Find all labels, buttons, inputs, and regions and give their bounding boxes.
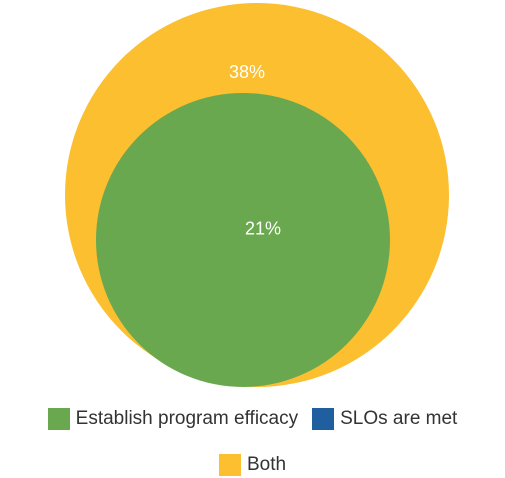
slice-establish-program-efficacy [95,92,391,387]
legend-item-slos-are-met[interactable]: SLOs are met [312,406,457,432]
legend: Establish program efficacy SLOs are met … [0,406,505,478]
legend-label: Establish program efficacy [75,408,299,429]
legend-swatch-blue [312,408,335,430]
legend-swatch-green [47,408,70,430]
chart: 38% 21% [65,3,449,387]
data-label-establish-program-efficacy: 21% [245,219,281,239]
legend-item-both[interactable]: Both [218,452,287,478]
data-label-both: 38% [229,62,265,82]
legend-item-establish-program-efficacy[interactable]: Establish program efficacy [47,406,299,432]
legend-swatch-yellow [218,454,241,476]
legend-label: SLOs are met [340,408,458,429]
legend-label: Both [246,454,287,475]
